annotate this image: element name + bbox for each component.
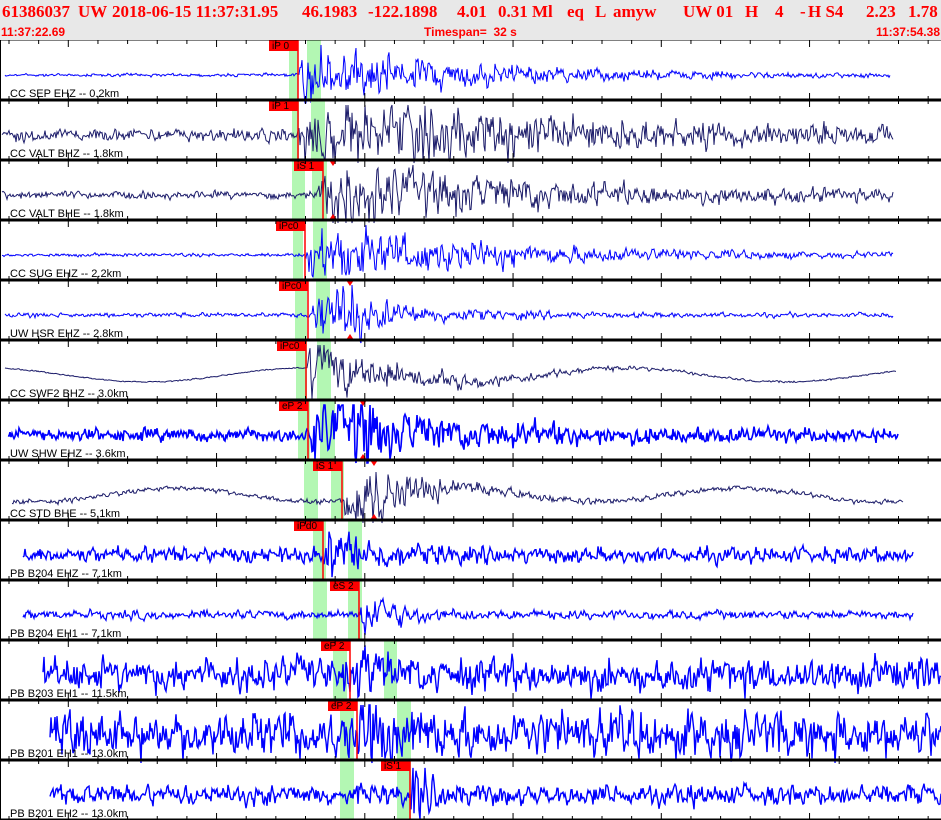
pick-label: iPc0 [282, 281, 302, 292]
longitude: -122.1898 [368, 2, 438, 21]
pick-label-box[interactable] [321, 640, 350, 651]
pick-window [295, 280, 307, 340]
pick-label-box[interactable] [294, 160, 323, 171]
pick-label: iS 1 [297, 161, 315, 172]
pick-label: eP 2 [324, 641, 345, 652]
channel-row[interactable]: iPc0 CC SWF2 BHZ -- 3.0km [4, 340, 897, 400]
waveform-trace [42, 645, 941, 699]
pick-label-box[interactable] [279, 400, 308, 411]
pick-label-box[interactable] [277, 340, 306, 351]
start-time: 11:37:22.69 [1, 25, 66, 39]
pick-label: eP 2 [282, 401, 303, 412]
rms: 2.23 [866, 2, 896, 21]
pick-label-box[interactable] [269, 100, 298, 111]
pick-label: eS 2 [333, 581, 354, 592]
separator: - [800, 2, 806, 21]
phase-count: 4 [775, 2, 784, 21]
pick-window [292, 100, 299, 160]
channel-row[interactable]: eP 2PB B201 EH1 -- 13.0km [10, 700, 941, 765]
latitude: 46.1983 [302, 2, 358, 21]
waveform-trace [7, 404, 899, 464]
pick-label-box[interactable] [330, 580, 359, 591]
station-label: UW HSR EHZ -- 2.8km [10, 328, 123, 340]
event-type: eq [567, 2, 584, 21]
quality: H S4 [808, 2, 844, 21]
station-label: CC SUG EHZ -- 2.2km [10, 268, 121, 280]
pick-window [307, 40, 321, 100]
event-network: UW [78, 2, 108, 21]
pick-window [340, 760, 354, 820]
pick-label-box[interactable] [313, 460, 342, 471]
end-time: 11:37:54.38 [875, 25, 940, 39]
station-label: CC SEP EHZ -- 0.2km [10, 88, 119, 100]
pick-window [296, 340, 307, 400]
pick-label: iPd0 [297, 521, 317, 532]
station-label: CC VALT BHE -- 1.8km [10, 208, 124, 220]
channel-row[interactable]: eP 2PB B203 EH1 -- 11.5km [10, 640, 941, 700]
station-label: UW SHW EHZ -- 3.6km [10, 448, 126, 460]
pick-label-box[interactable] [381, 760, 410, 771]
waveform-trace [11, 471, 904, 524]
waveform-trace [4, 44, 891, 104]
channel-row[interactable]: iS 1 CC VALT BHE -- 1.8km [1, 160, 894, 224]
pick-window [331, 460, 344, 520]
event-id: 61386037 [2, 2, 70, 21]
pick-window [293, 220, 303, 280]
pick-label: iPc0 [280, 341, 300, 352]
station-label: CC SWF2 BHZ -- 3.0km [10, 388, 128, 400]
pick-window [397, 760, 411, 820]
timespan: Timespan= 32 s [424, 25, 517, 39]
pick-label-box[interactable] [328, 700, 357, 711]
waveform-trace [49, 704, 941, 765]
pick-window [289, 40, 298, 100]
analyst: amyw [613, 2, 657, 21]
pick-label-box[interactable] [269, 40, 298, 51]
waveform-trace [1, 225, 894, 278]
waveform-trace [4, 284, 894, 344]
pick-label-box[interactable] [294, 520, 323, 531]
waveform-trace [22, 596, 914, 636]
error: 1.78 [908, 2, 938, 21]
station-label: PB B204 EH1 -- 7.1km [10, 628, 121, 640]
station-label: CC VALT BHZ -- 1.8km [10, 148, 123, 160]
quality-h: H [745, 2, 759, 21]
seismogram-panel[interactable]: iP 0 CC SEP EHZ -- 0.2km iP 1 CC VALT BHZ -… [0, 40, 941, 820]
event-header: 61386037 UW 2018-06-15 11:37:31.95 46.19… [0, 0, 941, 40]
pick-label: iPc0 [279, 221, 299, 232]
channel-row[interactable]: iPc0 CC SUG EHZ -- 2.2km [1, 220, 894, 280]
pick-window [320, 400, 335, 460]
station-label: CC STD BHE -- 5.1km [10, 508, 120, 520]
waveform-trace [49, 767, 941, 820]
waveform-trace [4, 344, 897, 399]
waveform-trace [1, 164, 894, 224]
pick-label: iP 1 [272, 101, 289, 112]
depth: 4.01 [457, 2, 487, 21]
channel-row[interactable]: iS 1PB B201 EH2 -- 13.0km [10, 760, 941, 820]
pick-window [304, 460, 318, 520]
pick-label-box[interactable] [279, 280, 308, 291]
pick-label: eP 2 [331, 701, 352, 712]
pick-label: iS 1 [316, 461, 334, 472]
solution-source: UW 01 [683, 2, 734, 21]
station-label: PB B204 EHZ -- 7.1km [10, 568, 122, 580]
pick-label: iS 1 [384, 761, 402, 772]
channel-row[interactable]: iS 1 CC STD BHE -- 5.1km [10, 460, 904, 524]
channel-row[interactable]: iP 1 CC VALT BHZ -- 1.8km [1, 100, 894, 164]
channel-row[interactable]: iP 0 CC SEP EHZ -- 0.2km [4, 40, 891, 104]
pick-window [316, 280, 330, 340]
magnitude: 0.31 Ml [498, 2, 553, 21]
origin-time: 2018-06-15 11:37:31.95 [112, 2, 279, 21]
pick-label-box[interactable] [276, 220, 305, 231]
channel-row[interactable]: iPd0 PB B204 EHZ -- 7.1km [10, 520, 914, 580]
channel-row[interactable]: eS 2 PB B204 EH1 -- 7.1km [10, 580, 914, 640]
pick-window [313, 580, 327, 640]
channel-row[interactable]: iPc0 UW HSR EHZ -- 2.8km [4, 280, 894, 344]
pick-window [298, 400, 310, 460]
waveform-trace [22, 531, 914, 578]
location-flag: L [595, 2, 607, 21]
waveform-trace [1, 104, 894, 164]
pick-window [292, 160, 305, 220]
channel-row[interactable]: eP 2 UW SHW EHZ -- 3.6km [7, 400, 899, 464]
pick-label: iP 0 [272, 41, 289, 52]
